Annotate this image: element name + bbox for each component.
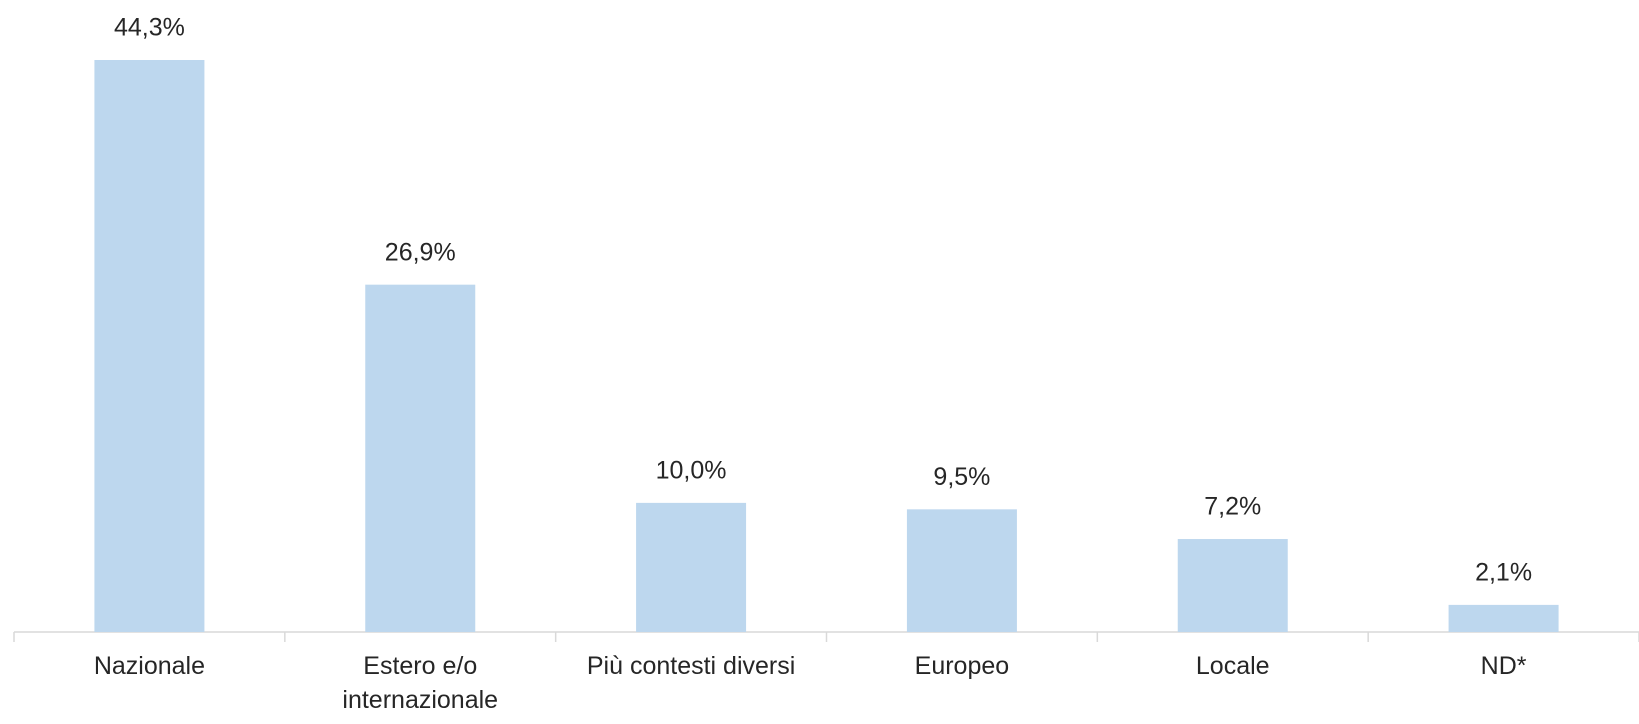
- x-tick-label: Nazionale: [93, 652, 205, 680]
- x-tick-label: Locale: [1195, 652, 1270, 680]
- bar: [365, 284, 476, 632]
- data-label: 9,5%: [933, 463, 990, 491]
- data-label: 10,0%: [656, 456, 727, 484]
- bar: [906, 509, 1017, 632]
- x-tick-label: ND*: [1480, 652, 1527, 680]
- data-label: 7,2%: [1204, 493, 1261, 521]
- x-tick-label: Estero e/o internazionale: [342, 652, 499, 714]
- x-tick-label: Più contesti diversi: [586, 652, 796, 680]
- bar: [1177, 539, 1288, 632]
- bar: [636, 502, 747, 632]
- x-tick-label: Europeo: [914, 652, 1010, 680]
- data-label: 2,1%: [1475, 558, 1532, 586]
- data-label: 44,3%: [114, 14, 185, 42]
- bar: [1448, 604, 1559, 632]
- bar: [94, 60, 205, 632]
- data-label: 26,9%: [385, 238, 456, 266]
